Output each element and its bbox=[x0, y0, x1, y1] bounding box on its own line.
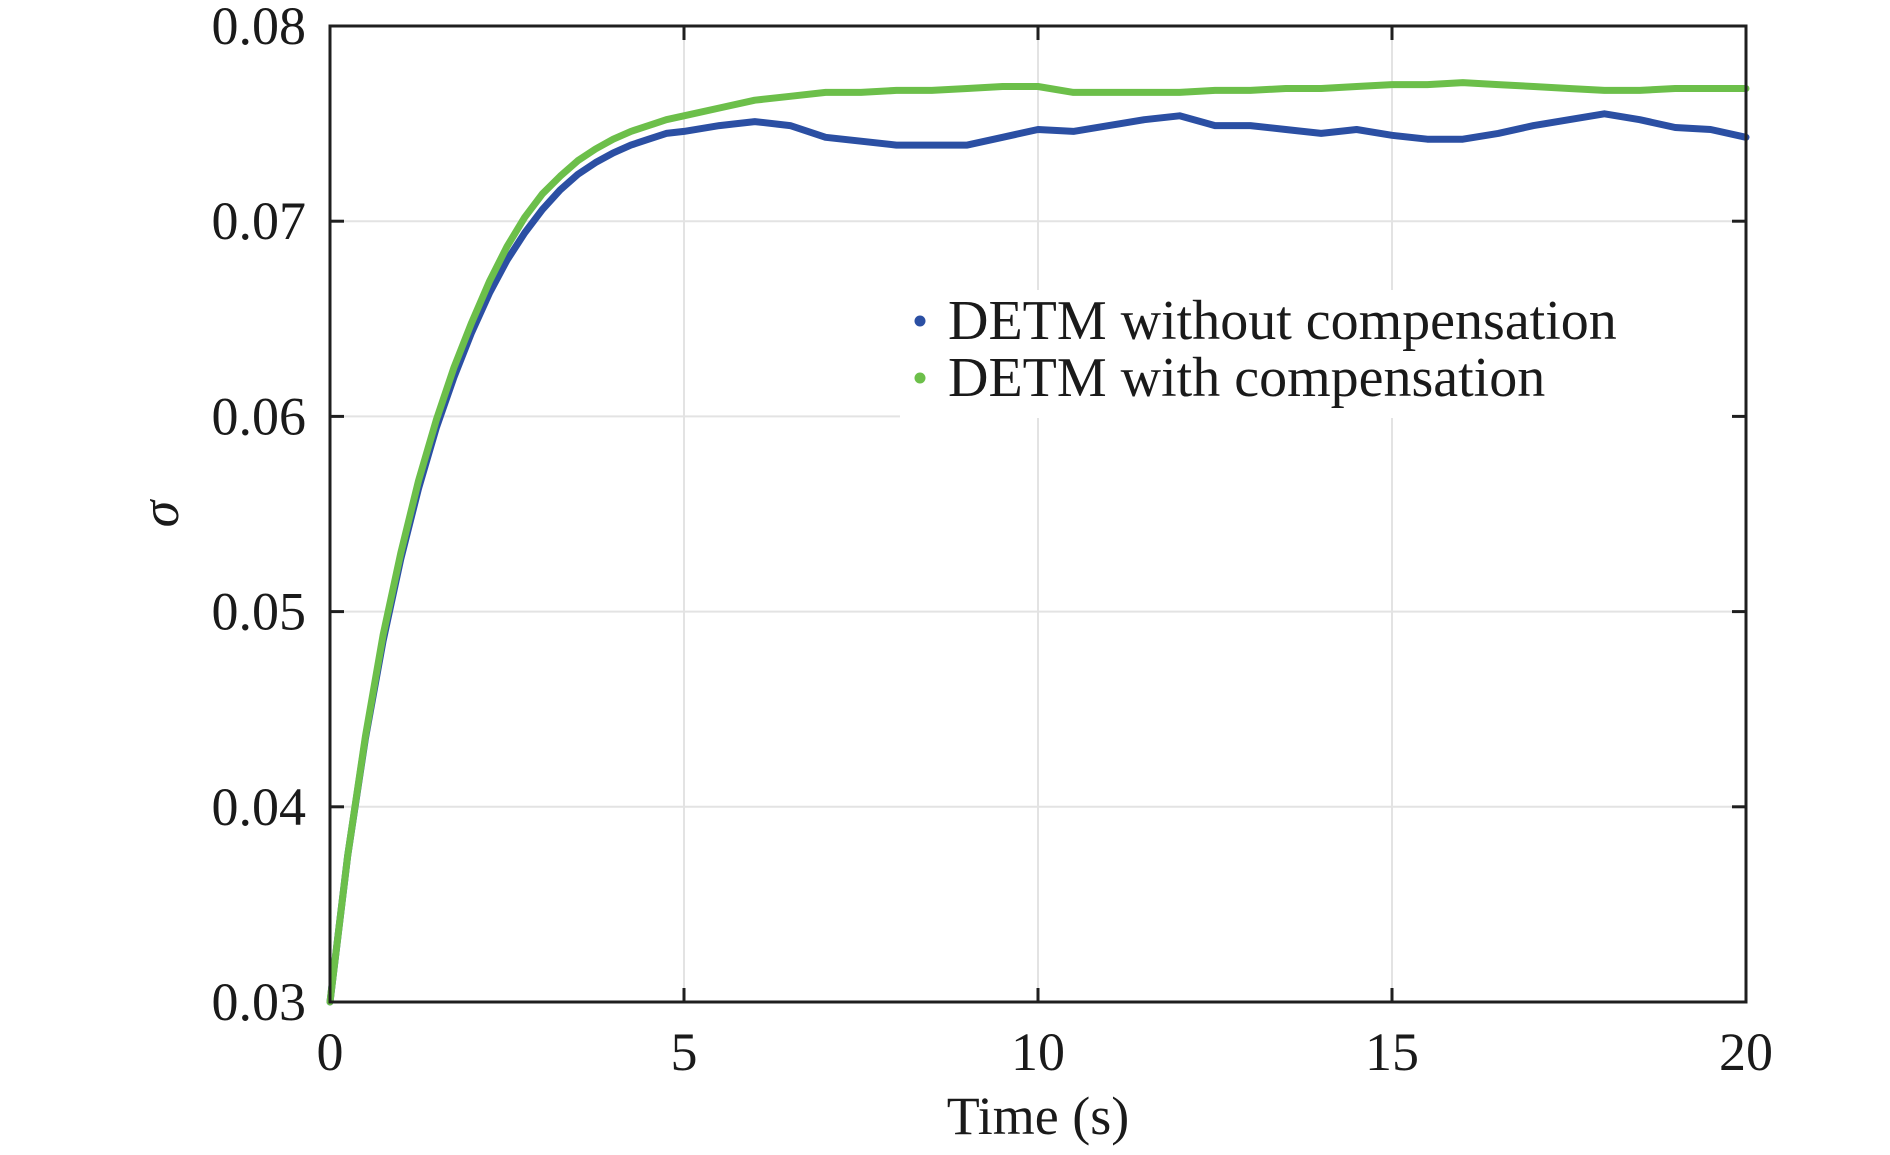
y-tick-label: 0.03 bbox=[212, 972, 307, 1032]
x-axis-label: Time (s) bbox=[947, 1086, 1130, 1146]
legend-label: DETM without compensation bbox=[948, 290, 1617, 352]
legend-box bbox=[900, 290, 1746, 418]
series-lines bbox=[326, 79, 1750, 1006]
x-tick-label: 15 bbox=[1365, 1022, 1419, 1082]
legend-item-2: DETM with compensation bbox=[914, 347, 1545, 409]
legend-label: DETM with compensation bbox=[948, 347, 1545, 409]
series-line-1 bbox=[326, 110, 1750, 1006]
y-tick-label: 0.05 bbox=[212, 582, 307, 642]
x-tick-label: 5 bbox=[671, 1022, 698, 1082]
y-tick-label: 0.07 bbox=[212, 191, 307, 251]
x-tick-label: 10 bbox=[1011, 1022, 1065, 1082]
y-tick-label: 0.04 bbox=[212, 777, 307, 837]
legend-item-1: DETM without compensation bbox=[914, 290, 1617, 352]
legend-background bbox=[900, 290, 1746, 418]
legend-marker bbox=[914, 372, 926, 384]
legend-marker bbox=[914, 315, 926, 327]
y-axis-label: σ bbox=[130, 498, 190, 527]
y-tick-label: 0.08 bbox=[212, 0, 307, 56]
y-tick-label: 0.06 bbox=[212, 386, 307, 446]
axis-ticks: 0 5 10 15 20 0.03 0.04 0.05 0.06 0.07 0.08 bbox=[212, 0, 1774, 1082]
x-tick-label: 20 bbox=[1719, 1022, 1773, 1082]
series-line-2 bbox=[326, 79, 1750, 1006]
x-tick-label: 0 bbox=[317, 1022, 344, 1082]
